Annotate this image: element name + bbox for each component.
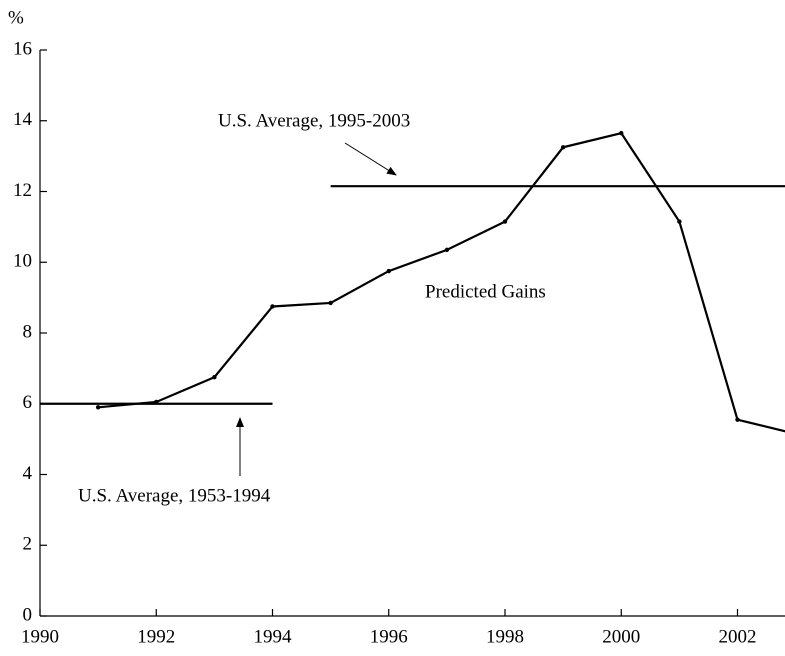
- y-tick-label: 2: [23, 534, 33, 555]
- plot-area: [40, 130, 785, 433]
- data-point: [212, 375, 217, 380]
- y-tick-label: 0: [23, 604, 33, 625]
- x-tick-label: 1992: [137, 626, 175, 647]
- x-tick-label: 2000: [602, 626, 640, 647]
- data-point: [386, 268, 391, 274]
- x-tick-label: 1998: [486, 626, 524, 647]
- annotation: U.S. Average, 1995-2003: [218, 110, 410, 131]
- data-point: [619, 130, 624, 136]
- y-tick-label: 10: [13, 251, 32, 272]
- y-tick-label: 4: [23, 463, 33, 484]
- data-point: [154, 399, 159, 405]
- data-point: [735, 417, 740, 422]
- x-tick-label: 1996: [370, 626, 408, 647]
- data-point: [444, 247, 450, 253]
- data-point: [677, 219, 682, 224]
- series-label: Predicted Gains: [425, 281, 546, 302]
- x-tick-label: 2002: [719, 626, 757, 647]
- y-tick-label: 6: [23, 392, 33, 413]
- y-axis-label: %: [8, 7, 24, 28]
- y-tick-label: 12: [13, 180, 32, 201]
- data-point: [328, 300, 333, 306]
- y-tick-label: 14: [13, 109, 33, 130]
- y-tick-label: 16: [13, 38, 32, 59]
- data-point: [270, 304, 275, 309]
- data-point: [560, 145, 566, 150]
- x-tick-label: 1990: [21, 626, 59, 647]
- data-point: [95, 405, 101, 410]
- x-tick-label: 1994: [254, 626, 293, 647]
- annotation-arrow: [344, 142, 397, 176]
- annotation: U.S. Average, 1953-1994: [78, 485, 271, 506]
- y-tick-label: 8: [23, 321, 33, 342]
- data-point: [502, 219, 508, 224]
